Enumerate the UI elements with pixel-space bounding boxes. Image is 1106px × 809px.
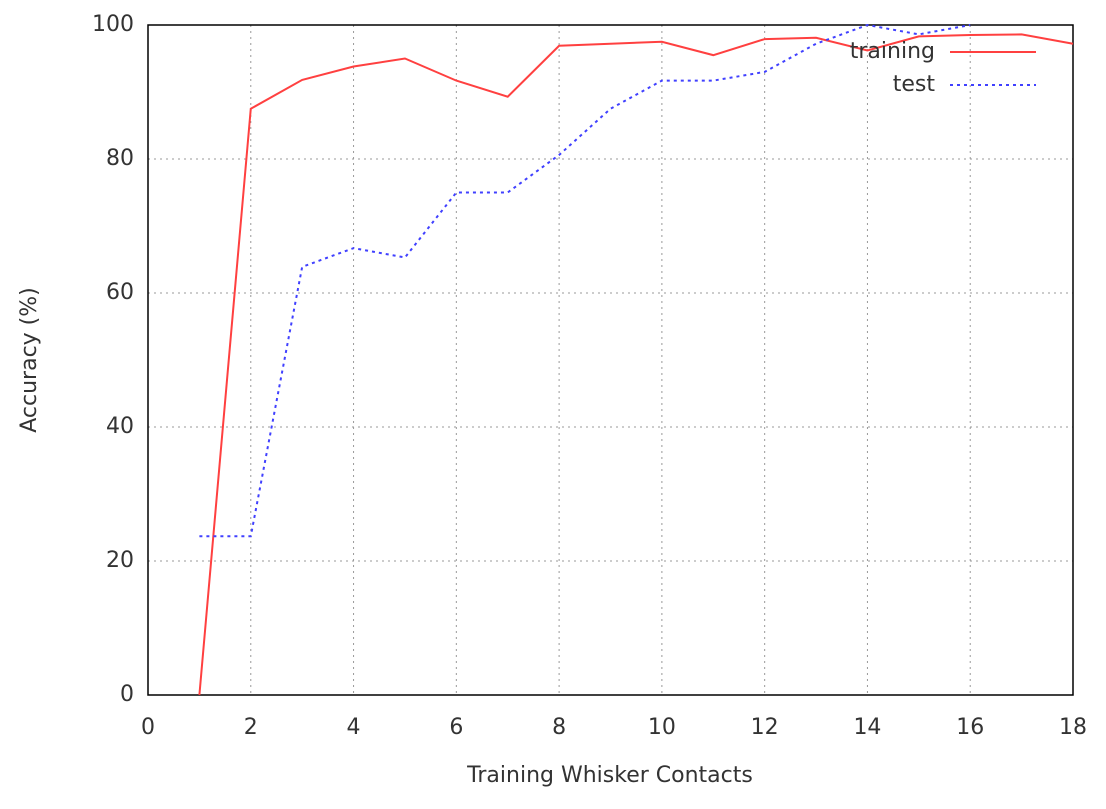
y-tick-label: 0: [120, 682, 134, 707]
x-tick-label: 16: [956, 715, 984, 740]
x-tick-label: 2: [244, 715, 258, 740]
data-line: [198, 33, 1074, 696]
x-tick-label: 8: [552, 715, 566, 740]
legend-label: test: [893, 72, 936, 97]
x-tick-label: 18: [1059, 715, 1087, 740]
legend-label: training: [850, 39, 935, 64]
y-tick-label: 40: [106, 414, 134, 439]
x-tick-label: 0: [141, 715, 155, 740]
x-tick-label: 10: [648, 715, 676, 740]
y-axis-label: Accuracy (%): [17, 287, 42, 433]
y-tick-label: 20: [106, 548, 134, 573]
data-line: [199, 23, 971, 538]
plot-border: [147, 24, 1074, 696]
x-tick-label: 4: [347, 715, 361, 740]
x-tick-label: 6: [449, 715, 463, 740]
y-tick-label: 80: [106, 146, 134, 171]
x-axis-label: Training Whisker Contacts: [466, 763, 753, 788]
y-tick-label: 100: [92, 12, 134, 37]
x-tick-label: 12: [751, 715, 779, 740]
y-tick-label: 60: [106, 280, 134, 305]
x-tick-label: 14: [853, 715, 881, 740]
